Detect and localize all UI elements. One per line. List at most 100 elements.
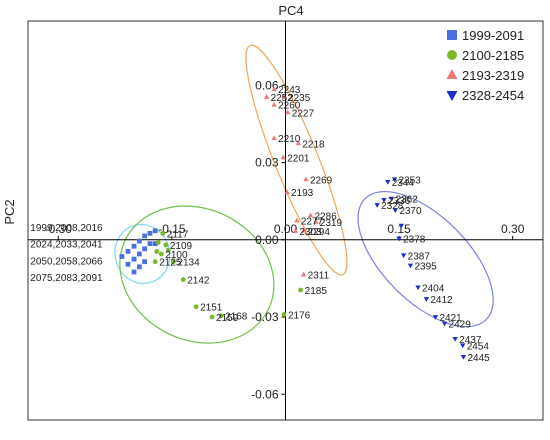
data-point-series-4 <box>391 177 398 183</box>
ellipse-series-3 <box>245 44 348 276</box>
x-tick-label: -0.15 <box>158 222 186 236</box>
legend-label-1: 1999-2091 <box>462 28 524 43</box>
data-point-series-2 <box>158 251 164 257</box>
point-label: 2445 <box>467 353 490 364</box>
point-label: 2294 <box>308 227 331 238</box>
data-point-series-4 <box>396 236 402 242</box>
data-point-series-1 <box>131 243 137 249</box>
data-point-series-1 <box>131 269 137 275</box>
data-point-series-3 <box>271 135 277 141</box>
data-point-series-1 <box>142 233 148 239</box>
data-point-series-2 <box>193 304 199 310</box>
data-point-series-3 <box>313 218 319 224</box>
legend-marker-3 <box>446 69 458 79</box>
point-label: 2176 <box>288 310 311 321</box>
legend: 1999-2091 2100-2185 2193-2319 2328-2454 <box>446 28 524 103</box>
data-point-series-4 <box>452 336 458 342</box>
point-label: 2185 <box>305 286 328 297</box>
data-point-series-4 <box>385 179 391 185</box>
data-point-series-1 <box>142 259 148 265</box>
legend-marker-2 <box>447 50 457 60</box>
legend-label-3: 2193-2319 <box>462 68 524 83</box>
data-point-series-2 <box>298 287 304 293</box>
data-point-series-4 <box>407 263 414 269</box>
point-label: 2243 <box>278 85 301 96</box>
data-point-series-3 <box>271 101 277 107</box>
data-point-series-1 <box>136 264 142 270</box>
legend-label-2: 2100-2185 <box>462 48 524 63</box>
data-point-series-2 <box>171 259 176 265</box>
y-axis-title: PC2 <box>2 199 17 224</box>
point-label: 2395 <box>414 262 437 273</box>
data-point-series-3 <box>307 212 314 218</box>
data-point-series-4 <box>460 355 467 360</box>
point-label: 2201 <box>287 153 310 164</box>
point-label: 2168 <box>225 312 248 323</box>
data-point-series-2 <box>163 242 169 248</box>
data-point-series-2 <box>152 259 158 265</box>
data-point-series-2 <box>165 247 171 253</box>
y-tick-label: -0.03 <box>251 310 279 324</box>
ellipse-series-2 <box>119 205 275 344</box>
point-label: 2404 <box>422 283 445 294</box>
point-label: 2370 <box>399 206 422 217</box>
data-point-series-4 <box>398 223 405 229</box>
data-point-series-3 <box>280 154 286 160</box>
x-tick-label: -0.30 <box>45 222 73 236</box>
data-point-series-4 <box>441 321 448 327</box>
data-point-series-4 <box>374 203 380 208</box>
point-label: 2235 <box>288 93 311 104</box>
point-label: 2429 <box>449 319 472 330</box>
group-label: 2024,2033,2041 <box>30 240 103 251</box>
point-label: 2151 <box>200 303 223 314</box>
legend-label-4: 2328-2454 <box>462 88 524 103</box>
data-point-series-2 <box>281 312 287 317</box>
point-label: 2387 <box>408 251 431 262</box>
point-label: 2218 <box>302 139 325 150</box>
data-point-series-4 <box>388 196 395 202</box>
point-label: 2421 <box>439 313 462 324</box>
data-point-series-4 <box>392 208 398 214</box>
point-label: 2353 <box>399 175 422 186</box>
data-point-series-4 <box>381 197 387 203</box>
point-label: 2277 <box>301 217 324 228</box>
legend-marker-4 <box>446 91 458 101</box>
point-labels: 1999,2008,2016 2024,2033,2041 2050,2058,20… <box>30 85 490 364</box>
point-label: 2252 <box>271 93 294 104</box>
group-label: 1999,2008,2016 <box>30 223 103 234</box>
point-label: 2210 <box>278 134 301 145</box>
y-tick-label: 0.00 <box>255 233 279 247</box>
data-point-series-1 <box>136 251 142 257</box>
point-label: 2378 <box>403 235 426 246</box>
y-tick-label: 0.03 <box>255 156 279 170</box>
point-label: 2227 <box>292 108 315 119</box>
data-point-series-3 <box>285 109 291 115</box>
data-point-series-1 <box>147 241 153 247</box>
data-point-series-3 <box>284 189 290 195</box>
point-label: 2437 <box>459 335 482 346</box>
point-label: 2260 <box>278 101 301 112</box>
point-label: 2159 <box>216 313 239 324</box>
data-point-series-1 <box>142 246 148 252</box>
y-tick-label: -0.06 <box>251 387 279 401</box>
data-point-series-1 <box>152 228 158 234</box>
x-tick-label: 0.30 <box>501 222 525 236</box>
data-point-series-2 <box>218 313 224 319</box>
data-points <box>119 86 467 360</box>
data-point-series-3 <box>263 94 270 99</box>
data-point-series-3 <box>303 176 309 182</box>
data-point-series-3 <box>271 86 277 92</box>
data-point-series-4 <box>423 297 430 302</box>
data-point-series-2 <box>154 248 160 254</box>
data-point-series-4 <box>415 285 421 291</box>
data-point-series-3 <box>281 94 287 99</box>
point-label: 2100 <box>165 250 188 261</box>
data-point-series-1 <box>119 254 125 259</box>
data-point-series-1 <box>125 248 131 254</box>
ellipse-series-4 <box>357 190 494 328</box>
point-label: 2286 <box>314 211 337 222</box>
point-label: 2134 <box>177 258 200 269</box>
point-label: 2328 <box>381 201 404 212</box>
point-label: 2319 <box>320 218 343 229</box>
data-point-series-1 <box>136 238 142 244</box>
